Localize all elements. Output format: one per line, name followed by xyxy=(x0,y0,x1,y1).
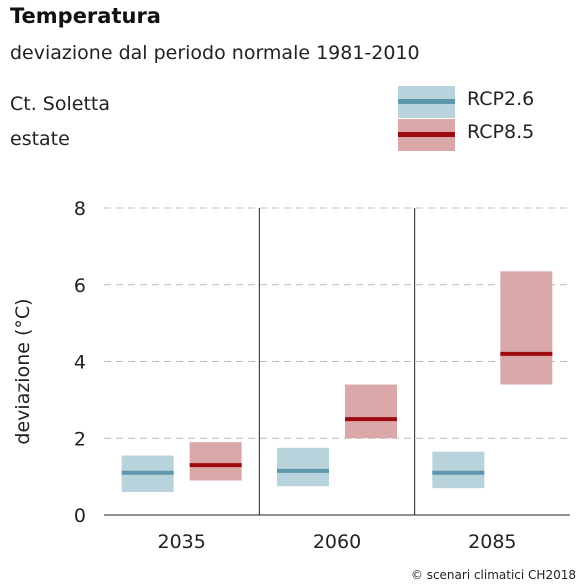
y-tick-label: 0 xyxy=(74,505,86,527)
range-box-rcp85-2085 xyxy=(500,271,553,385)
region-label: Ct. Soletta xyxy=(10,93,110,115)
legend-item-rcp26: RCP2.6 xyxy=(398,86,578,124)
legend-item-rcp85: RCP8.5 xyxy=(398,119,578,157)
legend-label-rcp26: RCP2.6 xyxy=(467,88,535,110)
y-tick-label: 2 xyxy=(74,428,86,450)
chart-title: Temperatura xyxy=(10,4,161,28)
credit-text: © scenari climatici CH2018 xyxy=(410,568,576,582)
season-label: estate xyxy=(10,128,70,150)
chart-subtitle: deviazione dal periodo normale 1981-2010 xyxy=(10,42,420,64)
legend-line-rcp26 xyxy=(398,99,455,104)
legend-label-rcp85: RCP8.5 xyxy=(467,121,535,143)
range-box-rcp85-2060 xyxy=(345,384,397,439)
x-tick-label: 2035 xyxy=(157,531,205,553)
y-tick-label: 4 xyxy=(74,352,86,374)
y-tick-label: 8 xyxy=(74,198,86,220)
legend-line-rcp85 xyxy=(398,132,455,137)
y-tick-label: 6 xyxy=(74,275,86,297)
x-tick-label: 2060 xyxy=(313,531,361,553)
range-box-rcp26-2060 xyxy=(277,447,329,487)
y-axis-label: deviazione (°C) xyxy=(12,298,34,444)
x-tick-label: 2085 xyxy=(468,531,516,553)
range-box-rcp26-2085 xyxy=(432,451,485,489)
range-box-rcp85-2035 xyxy=(189,442,242,481)
